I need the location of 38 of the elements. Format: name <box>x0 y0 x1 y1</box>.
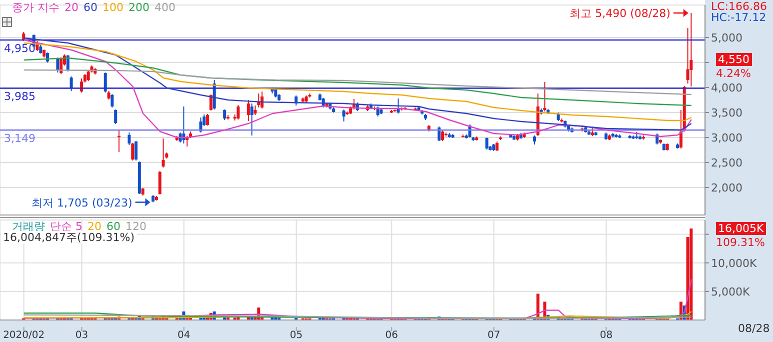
text: LC:166.86 <box>711 0 768 13</box>
y-tick-label: 4,000 <box>711 81 742 94</box>
ref-line-label: 3,149 <box>4 132 36 145</box>
text: 08/28 <box>738 322 770 335</box>
text: 200 <box>128 1 150 14</box>
text: 60 <box>106 220 120 233</box>
x-tick-label: 08 <box>600 330 613 341</box>
annotation: 최고 5,490 (08/28) <box>570 7 670 20</box>
text: 100 <box>102 1 124 14</box>
text: 20 <box>88 220 102 233</box>
text: 109.31% <box>716 236 765 249</box>
x-tick-label: 04 <box>178 330 190 341</box>
x-tick-label: 05 <box>290 330 303 341</box>
y-tick-label: 5,000 <box>711 31 742 44</box>
y-tick-label: 3,500 <box>711 106 742 120</box>
text: 60 <box>84 1 98 14</box>
y-tick-label: 3,000 <box>711 131 742 144</box>
text: 400 <box>154 1 176 14</box>
legend-title: 거래량 <box>12 220 45 233</box>
y-tick-label: 10,000K <box>711 256 758 270</box>
x-tick-label: 07 <box>487 330 500 341</box>
y-tick-label: 2,000 <box>711 181 742 194</box>
annotation: 최저 1,705 (03/23) <box>31 196 132 210</box>
annotation: 16,004,847주(109.31%) <box>1 231 137 244</box>
x-tick-label: 2020/02 <box>3 330 45 341</box>
legend-title: 종가 지수 <box>12 1 60 14</box>
text: 20 <box>64 1 78 14</box>
x-tick-label: 06 <box>385 330 398 341</box>
ref-line-label: 4,950 <box>4 42 36 55</box>
y-tick-label: 2,500 <box>711 156 742 170</box>
text: 4,550 <box>716 53 752 66</box>
text: 120 <box>126 220 146 233</box>
text: 4.24% <box>716 67 751 80</box>
y-tick-label: 5,000K <box>711 285 750 298</box>
text: 16,005K <box>716 222 766 235</box>
text: HC:-17.12 <box>711 11 766 24</box>
ref-line-label: 3,985 <box>4 90 36 104</box>
x-tick-label: 03 <box>75 330 88 341</box>
